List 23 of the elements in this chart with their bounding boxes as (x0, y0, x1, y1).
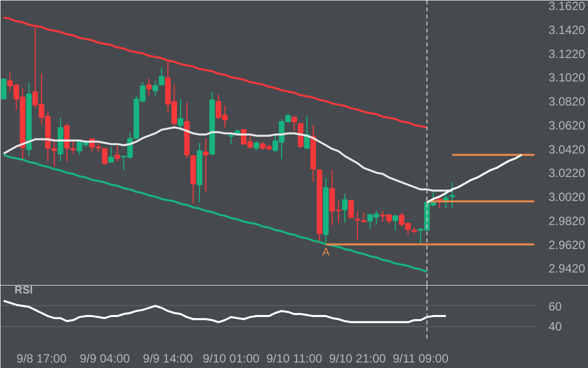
chart-title: RSI (14, 284, 33, 296)
x-tick-label: 9/10 21:00 (329, 352, 386, 366)
y-tick-label: 3.0420 (548, 142, 586, 156)
y-tick-label: 2.9820 (548, 214, 586, 228)
x-tick-label: 9/9 04:00 (80, 352, 130, 366)
annotation: A (322, 246, 330, 258)
x-tick-label: 9/10 01:00 (202, 352, 260, 366)
x-tick-label: 9/9 14:00 (142, 352, 194, 366)
y-tick-label: 3.1020 (548, 70, 586, 85)
y-tick-label: 40 (548, 320, 562, 334)
x-tick-label: 9/11 09:00 (392, 352, 449, 366)
y-tick-label: 3.0020 (548, 190, 586, 204)
y-tick-label: 3.1220 (548, 46, 586, 61)
y-tick-label: 60 (548, 299, 562, 314)
y-tick-label: 2.9620 (548, 238, 586, 252)
y-tick-label: 3.1620 (548, 0, 586, 14)
y-tick-label: 2.9420 (548, 262, 586, 276)
y-tick-label: 3.0220 (548, 166, 586, 180)
y-tick-label: 3.1420 (548, 23, 586, 37)
x-tick-label: 9/10 11:00 (266, 352, 323, 366)
x-tick-label: 9/8 17:00 (16, 352, 67, 366)
y-tick-label: 3.0620 (548, 118, 586, 132)
y-tick-label: 3.0820 (548, 94, 586, 109)
